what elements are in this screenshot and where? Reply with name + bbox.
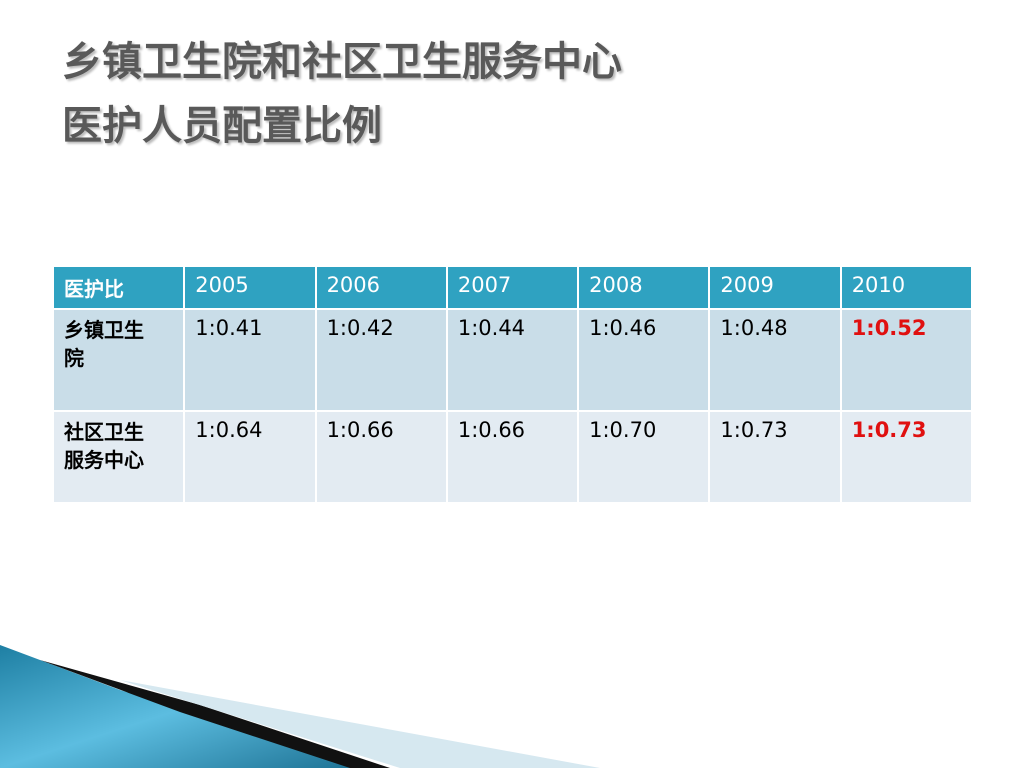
header-cell: 医护比 <box>51 265 186 310</box>
row-header-text: 社区卫生服务中心 <box>64 420 144 472</box>
header-cell: 2005 <box>183 265 317 310</box>
swoosh-black <box>40 660 390 768</box>
header-cell: 2006 <box>314 265 448 310</box>
header-cell: 2008 <box>577 265 711 310</box>
cell: 1:0.41 <box>183 308 317 412</box>
cell: 1:0.48 <box>708 308 842 412</box>
row-header: 乡镇卫生院 <box>51 308 186 412</box>
title-line: 乡镇卫生院和社区卫生服务中心 <box>62 39 622 85</box>
cell: 1:0.73 <box>839 410 974 504</box>
row-header: 社区卫生服务中心 <box>51 410 186 504</box>
title-line: 医护人员配置比例 <box>62 103 382 149</box>
swoosh-blue <box>0 645 380 768</box>
header-cell: 2010 <box>839 265 974 310</box>
table-body: 乡镇卫生院 1:0.41 1:0.42 1:0.44 1:0.46 1:0.48 1:0.5… <box>51 308 974 504</box>
table: 医护比 2005 2006 2007 2008 2009 2010 乡镇卫生院 1:0.41 1… <box>51 265 974 504</box>
cell: 1:0.46 <box>577 308 711 412</box>
swoosh-light <box>120 680 600 768</box>
title: 乡镇卫生院和社区卫生服务中心 医护人员配置比例 <box>62 30 622 158</box>
cell: 1:0.44 <box>445 308 580 412</box>
cell: 1:0.70 <box>577 410 711 504</box>
cell: 1:0.66 <box>314 410 448 504</box>
cell: 1:0.73 <box>708 410 842 504</box>
table-row: 乡镇卫生院 1:0.41 1:0.42 1:0.44 1:0.46 1:0.48 1:0.5… <box>51 308 974 412</box>
cell: 1:0.66 <box>445 410 580 504</box>
row-header-text: 乡镇卫生院 <box>64 318 144 370</box>
header-cell: 2009 <box>708 265 842 310</box>
cell: 1:0.52 <box>839 308 974 412</box>
cell: 1:0.42 <box>314 308 448 412</box>
cell: 1:0.64 <box>183 410 317 504</box>
table-row: 社区卫生服务中心 1:0.64 1:0.66 1:0.66 1:0.70 1:0.73 1:… <box>51 410 974 504</box>
header-row: 医护比 2005 2006 2007 2008 2009 2010 <box>51 265 974 310</box>
header-cell: 2007 <box>445 265 580 310</box>
